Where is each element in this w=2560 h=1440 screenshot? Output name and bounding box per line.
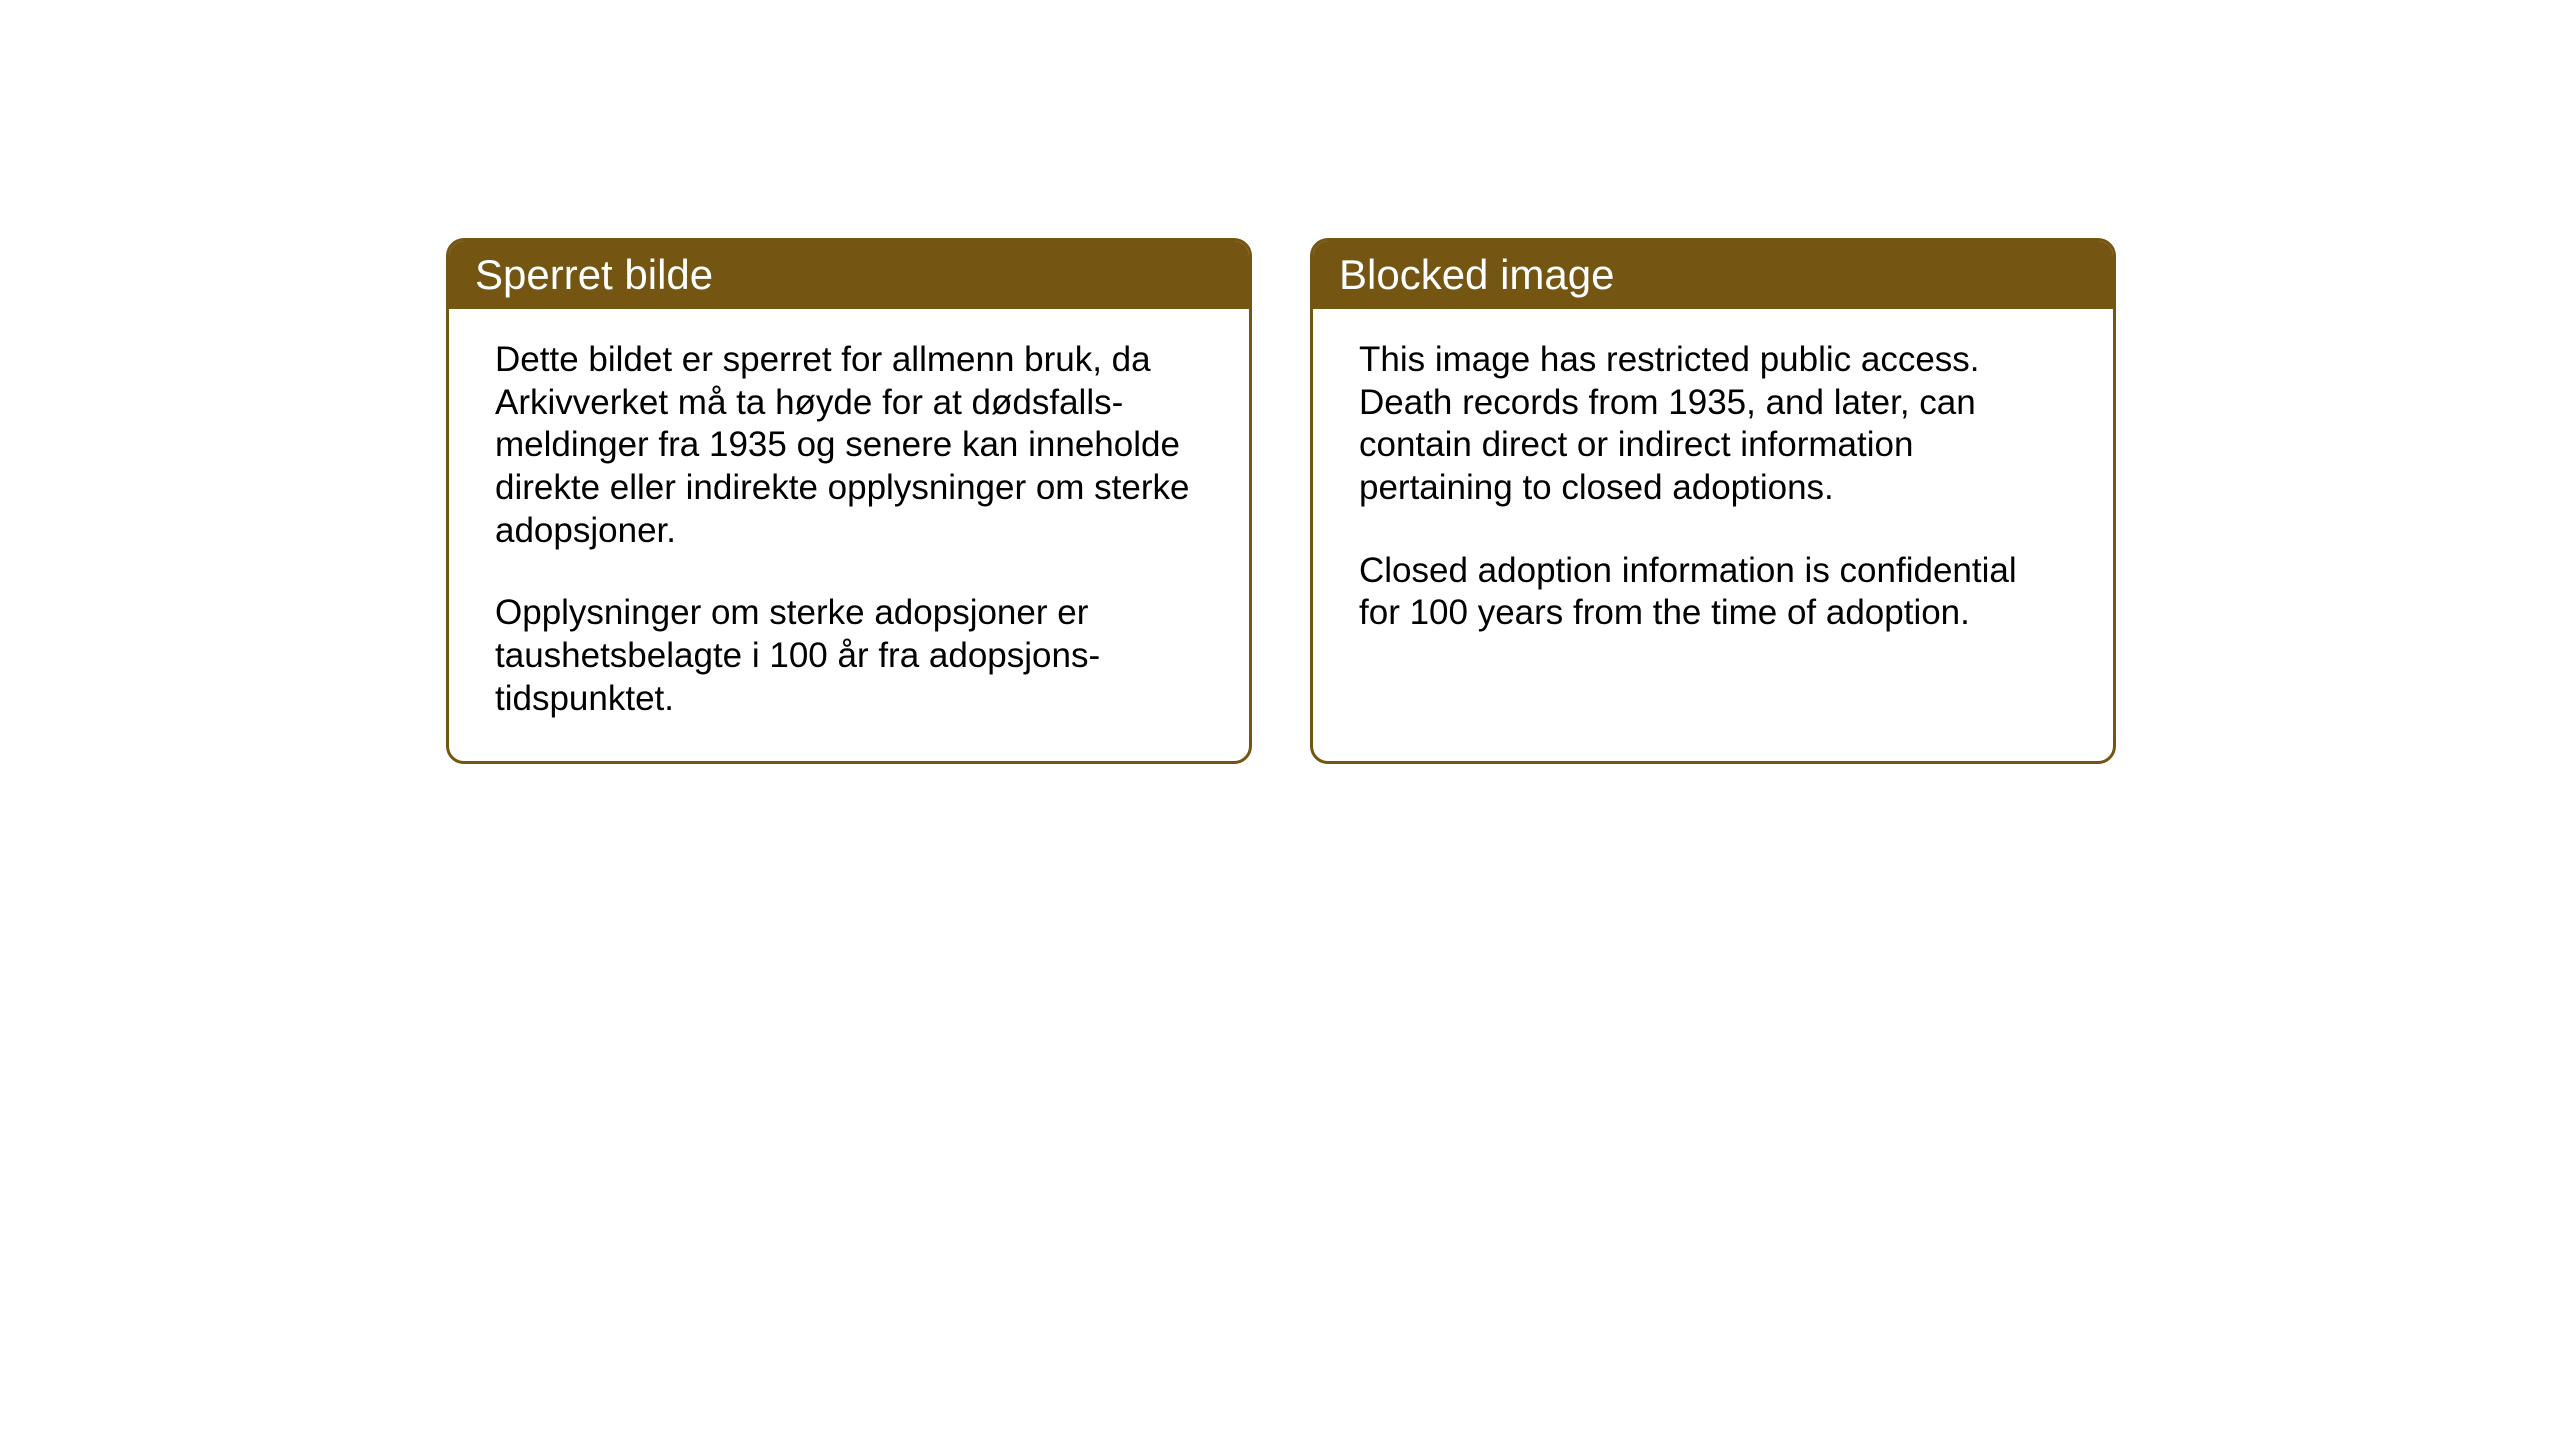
english-card: Blocked image This image has restricted … [1310, 238, 2116, 764]
english-paragraph-2: Closed adoption information is confident… [1359, 550, 2067, 635]
norwegian-card-title: Sperret bilde [449, 241, 1249, 309]
norwegian-paragraph-1: Dette bildet er sperret for allmenn bruk… [495, 339, 1203, 552]
cards-container: Sperret bilde Dette bildet er sperret fo… [446, 238, 2116, 764]
norwegian-paragraph-2: Opplysninger om sterke adopsjoner er tau… [495, 592, 1203, 720]
english-paragraph-1: This image has restricted public access.… [1359, 339, 2067, 510]
norwegian-card-body: Dette bildet er sperret for allmenn bruk… [449, 309, 1249, 761]
english-card-body: This image has restricted public access.… [1313, 309, 2113, 675]
english-card-title: Blocked image [1313, 241, 2113, 309]
norwegian-card: Sperret bilde Dette bildet er sperret fo… [446, 238, 1252, 764]
